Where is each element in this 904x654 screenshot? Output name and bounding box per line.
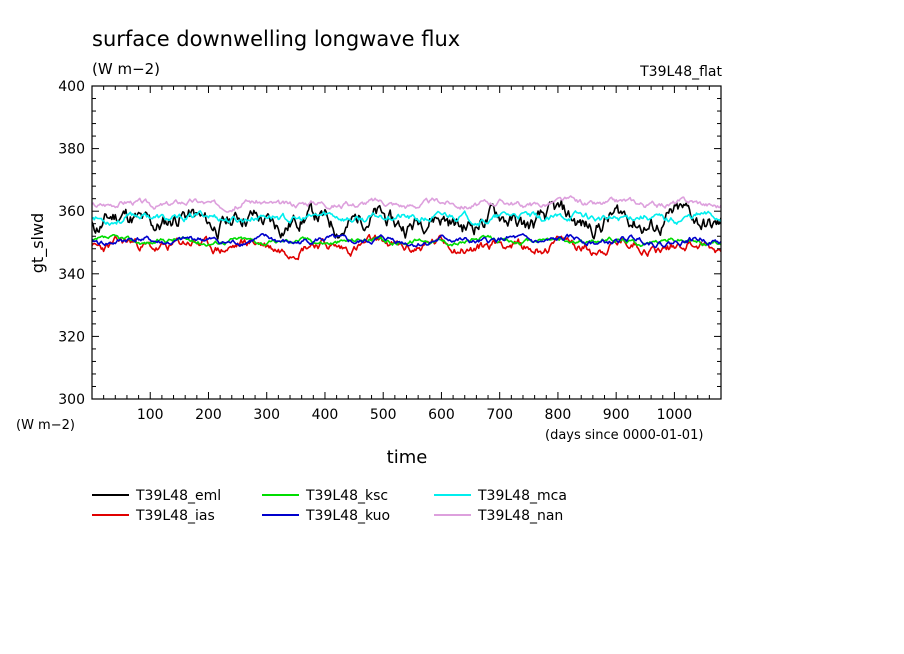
series-line-T39L48_kuo [92, 233, 721, 249]
x-tick-label: 1000 [657, 407, 693, 423]
y-axis-label: gt_slwd [28, 213, 48, 273]
x-tick-label: 500 [370, 407, 397, 423]
experiment-label: T39L48_flat [639, 64, 722, 80]
series-layer [92, 195, 721, 261]
y-tick-label: 320 [58, 329, 85, 345]
x-tick-label: 600 [428, 407, 455, 423]
y-tick-label: 380 [58, 142, 85, 158]
x-units-label: (days since 0000-01-01) [545, 428, 703, 443]
series-line-T39L48_mca [92, 210, 721, 227]
legend-label: T39L48_nan [477, 508, 563, 524]
x-tick-label: 900 [603, 407, 630, 423]
legend-label: T39L48_eml [135, 488, 221, 504]
units-label: (W m−2) [92, 60, 160, 78]
x-tick-label: 800 [545, 407, 572, 423]
y-units-label: (W m−2) [16, 418, 75, 433]
series-line-T39L48_eml [92, 199, 721, 240]
legend: T39L48_eml T39L48_ias T39L48_ksc T39L48_kuo… [92, 488, 567, 524]
y-tick-label: 360 [58, 204, 85, 220]
x-tick-label: 700 [486, 407, 513, 423]
x-axis-label: time [387, 447, 428, 468]
y-tick-label: 400 [58, 79, 85, 95]
legend-label: T39L48_kuo [305, 508, 390, 524]
chart-title: surface downwelling longwave flux [92, 27, 460, 51]
y-tick-label: 340 [58, 267, 85, 283]
x-tick-label: 400 [312, 407, 339, 423]
series-line-T39L48_nan [92, 195, 721, 213]
x-tick-label: 300 [253, 407, 280, 423]
x-tick-label: 100 [137, 407, 164, 423]
legend-label: T39L48_ksc [305, 488, 388, 504]
axis-layer: 100 200 300 400 500 600 700 800 900 1000 300 320 340… [58, 79, 721, 423]
legend-label: T39L48_mca [477, 488, 567, 504]
y-tick-label: 300 [58, 392, 85, 408]
x-tick-label: 200 [195, 407, 222, 423]
legend-label: T39L48_ias [135, 508, 215, 524]
